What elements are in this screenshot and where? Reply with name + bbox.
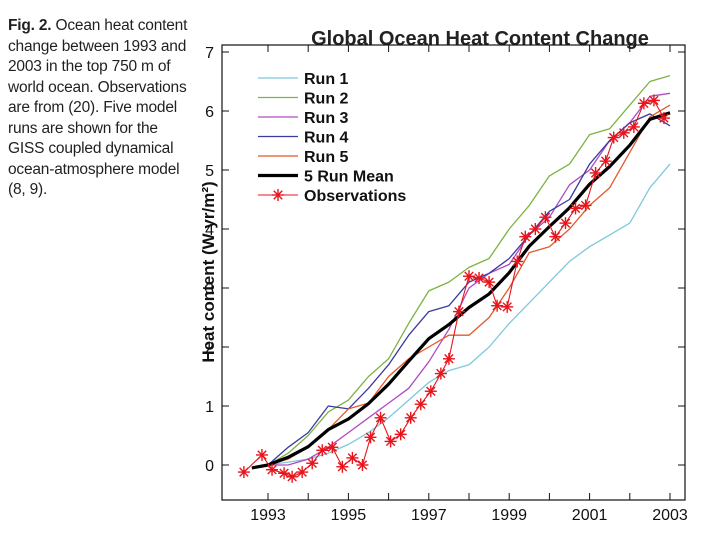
legend-label: Run 5 — [304, 149, 349, 166]
observation-point — [356, 459, 369, 471]
y-tick-label: 5 — [205, 163, 214, 180]
legend-label: Run 3 — [304, 110, 349, 127]
observation-point — [647, 94, 660, 107]
observation-point — [286, 470, 299, 483]
observation-point — [296, 466, 309, 479]
observation-point — [599, 155, 612, 168]
series-run-4 — [251, 113, 671, 469]
x-tick-label: 1997 — [411, 507, 447, 524]
observation-point — [394, 428, 407, 441]
observation-point — [384, 435, 397, 448]
legend: Run 1 Run 2 Run 3 Run 4 Run 5 5 Run Mean Obser… — [258, 71, 406, 205]
observation-point — [237, 466, 250, 479]
x-tick-label: 2001 — [572, 507, 608, 524]
observation-point — [346, 451, 359, 464]
observation-point — [519, 230, 532, 243]
y-axis-label: Heat content (W yr/m²) — [199, 181, 218, 362]
observation-point — [463, 270, 475, 283]
x-tick-label: 1993 — [250, 507, 286, 524]
series-line-run-2 — [251, 74, 671, 469]
y-tick-label: 2 — [205, 340, 214, 357]
observation-point — [483, 276, 496, 289]
observation-point — [364, 431, 377, 444]
legend-label: Run 1 — [304, 71, 349, 88]
observation-point — [306, 457, 319, 470]
observation-point — [414, 398, 427, 411]
observation-point — [559, 217, 572, 230]
legend-item-5-run-mean: 5 Run Mean — [258, 169, 394, 186]
legend-item-observations: Observations — [258, 188, 406, 205]
chart-title: Global Ocean Heat Content Change — [311, 28, 649, 50]
x-tick-label: 2003 — [652, 507, 688, 524]
observation-point — [549, 230, 562, 243]
observation-point — [442, 352, 455, 365]
observation-point — [491, 299, 504, 312]
observation-point — [637, 97, 650, 110]
observation-point — [607, 131, 620, 144]
observation-point — [404, 411, 417, 424]
y-tick-label: 3 — [205, 281, 214, 298]
legend-item-run-4: Run 4 — [258, 130, 349, 147]
series-line-run-4 — [251, 113, 671, 469]
y-tick-label: 0 — [205, 458, 214, 475]
legend-item-run-5: Run 5 — [258, 149, 349, 166]
series-line-5-run-mean — [251, 111, 671, 470]
y-tick-label: 1 — [205, 399, 214, 416]
x-tick-label: 1995 — [331, 507, 367, 524]
observation-point — [529, 223, 542, 235]
observation-point — [374, 411, 387, 424]
legend-label: Observations — [304, 188, 406, 205]
series-run-2 — [251, 74, 671, 469]
observation-point — [336, 460, 349, 473]
legend-label: 5 Run Mean — [304, 169, 394, 186]
observation-point — [569, 202, 582, 215]
figure-label: Fig. 2. — [8, 17, 52, 34]
observation-point — [424, 385, 437, 398]
observation-point — [278, 467, 291, 480]
legend-item-run-3: Run 3 — [258, 110, 349, 127]
observation-point — [473, 271, 486, 284]
observation-point — [266, 463, 279, 476]
legend-label: Run 2 — [304, 91, 349, 108]
observation-point — [452, 305, 465, 318]
legend-item-run-1: Run 1 — [258, 71, 349, 88]
figure-caption: Fig. 2. Ocean heat content change betwee… — [8, 16, 198, 201]
observation-point — [326, 441, 339, 454]
series-5-run-mean — [251, 111, 671, 470]
observation-point — [579, 199, 592, 212]
observation-point — [434, 367, 447, 380]
observation-point — [617, 126, 630, 139]
x-tick-label: 1999 — [491, 507, 527, 524]
y-tick-label: 6 — [205, 104, 214, 121]
observation-point — [589, 166, 602, 179]
observation-point — [511, 255, 524, 268]
y-tick-label: 7 — [205, 45, 214, 62]
observation-point — [539, 211, 552, 224]
y-tick-label: 4 — [205, 222, 214, 239]
plot-frame — [221, 44, 686, 501]
observation-point — [627, 120, 640, 133]
observation-point — [657, 112, 670, 125]
observation-point — [316, 444, 329, 457]
legend-item-run-2: Run 2 — [258, 91, 349, 108]
legend-marker — [272, 189, 284, 201]
legend-label: Run 4 — [304, 130, 349, 147]
series-observations — [237, 94, 670, 483]
observation-point — [255, 448, 268, 461]
caption-text: Ocean heat content change between 1993 a… — [8, 17, 188, 198]
observation-point — [501, 300, 514, 313]
